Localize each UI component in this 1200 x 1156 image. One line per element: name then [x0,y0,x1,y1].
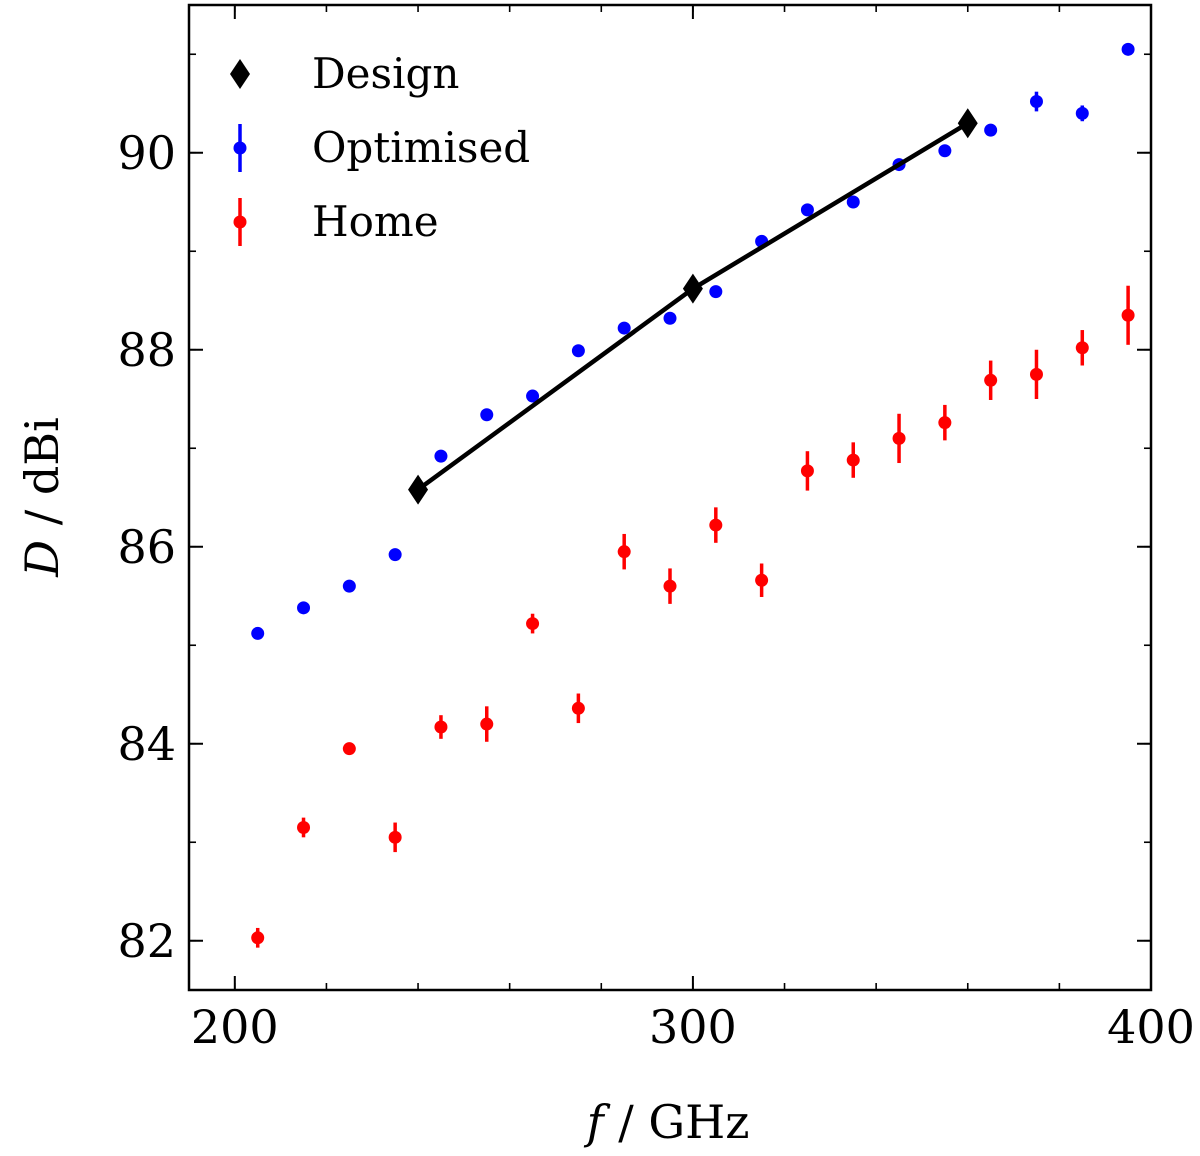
tick-labels: 200 300 400 82 84 86 88 90 [117,126,1194,1054]
home-point [938,416,952,430]
legend-marker-optimised [233,141,247,155]
optimised-point [251,626,265,640]
y-tick-label: 84 [117,717,176,771]
legend-label-design: Design [312,49,459,98]
legend-marker-design [230,59,250,89]
optimised-point [342,579,356,593]
home-point [297,820,311,834]
y-axis-label: D / dBi [15,417,69,578]
series-home [251,285,1135,948]
home-point [388,830,402,844]
home-point [984,373,998,387]
legend: Design Optimised Home [230,49,530,246]
x-tick-label: 200 [191,1000,279,1054]
home-point [1075,341,1089,355]
legend-item-optimised: Optimised [233,123,530,172]
design-point [682,273,703,304]
optimised-point [1029,95,1043,109]
y-axis-unit: / dBi [15,417,69,540]
legend-label-home: Home [312,197,439,246]
optimised-point [526,389,540,403]
home-point [251,931,265,945]
plot-frame [187,3,1153,992]
optimised-point [571,344,585,358]
optimised-point [938,144,952,158]
plot-background [189,5,1151,990]
home-point [892,431,906,445]
optimised-point [1121,42,1135,56]
optimised-point [709,285,723,299]
home-point [663,579,677,593]
home-point [342,742,356,756]
x-axis-label: f / GHz [584,1095,750,1149]
legend-item-design: Design [230,49,459,98]
legend-marker-home [233,215,247,229]
y-axis-variable: D [15,540,69,578]
x-axis-unit: / GHz [604,1095,750,1149]
y-tick-label: 86 [117,520,176,574]
series-optimised [251,42,1135,640]
optimised-point [617,321,631,335]
optimised-point [846,195,860,209]
y-tick-label: 82 [117,914,176,968]
home-point [617,545,631,559]
series-layer [251,42,1135,948]
optimised-point [434,449,448,463]
y-tick-label: 88 [117,323,176,377]
optimised-point [1075,106,1089,120]
optimised-point [663,311,677,325]
optimised-point [297,601,311,615]
home-point [480,717,494,731]
home-point [526,617,540,631]
home-point [800,464,814,478]
design-point [957,108,978,139]
home-point [1029,367,1043,381]
home-point [846,453,860,467]
series-design [408,108,978,505]
y-tick-label: 90 [117,126,176,180]
x-tick-label: 300 [649,1000,737,1054]
home-point [1121,308,1135,322]
design-point [408,474,429,505]
optimised-point [388,548,402,562]
home-point [434,720,448,734]
legend-label-optimised: Optimised [312,123,530,172]
optimised-point [800,203,814,217]
optimised-point [984,123,998,137]
x-tick-label: 400 [1107,1000,1195,1054]
legend-item-home: Home [233,197,439,246]
optimised-point [480,408,494,422]
home-point [571,701,585,715]
home-point [709,518,723,532]
home-point [755,573,769,587]
